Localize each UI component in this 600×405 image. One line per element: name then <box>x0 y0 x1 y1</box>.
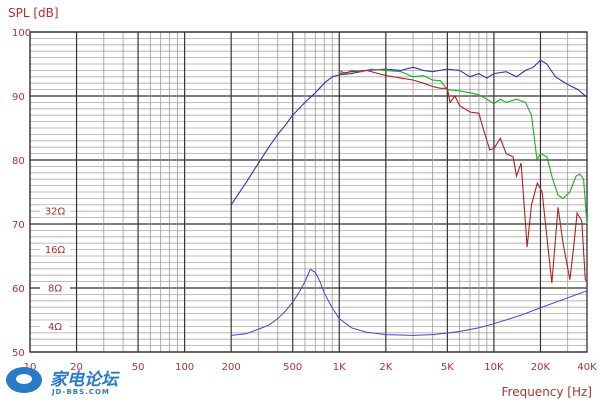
watermark-logo: 家电论坛 JD-BBS.COM <box>6 365 136 405</box>
impedance-tick-label: 4Ω <box>48 322 62 333</box>
x-tick-label: 2K <box>379 362 392 373</box>
spl-series-2 <box>339 68 588 225</box>
impedance-tick-label: 8Ω <box>48 284 62 295</box>
impedance-label-bg <box>40 205 70 218</box>
impedance-curve <box>231 268 588 336</box>
y-tick-label: 50 <box>12 348 25 359</box>
spl-series-3 <box>339 69 588 283</box>
x-tick-label: 50 <box>132 362 145 373</box>
x-tick-label: 10K <box>484 362 504 373</box>
y-tick-label: 100 <box>12 28 31 39</box>
impedance-label-bg <box>40 243 70 256</box>
logo-site: JD-BBS.COM <box>52 388 110 396</box>
x-tick-label: 1K <box>333 362 346 373</box>
x-tick-label: 500 <box>283 362 302 373</box>
impedance-label-bg <box>40 282 70 294</box>
y-tick-label: 60 <box>12 284 25 295</box>
impedance-tick-label: 32Ω <box>45 207 66 218</box>
logo-name: 家电论坛 <box>50 370 118 390</box>
y-tick-label: 70 <box>12 220 25 231</box>
x-tick-label: 20K <box>531 362 551 373</box>
y-tick-label: 90 <box>12 92 25 103</box>
y-tick-label: 80 <box>12 156 25 167</box>
grid <box>29 31 588 353</box>
x-tick-label: 100 <box>175 362 194 373</box>
x-tick-label: 20 <box>70 362 83 373</box>
logo-icon <box>6 367 42 393</box>
x-tick-label: 40K <box>577 362 597 373</box>
impedance-label-bg <box>40 320 70 333</box>
curves <box>230 59 588 336</box>
impedance-tick-label: 16Ω <box>45 245 66 256</box>
x-tick-label: 5K <box>441 362 454 373</box>
tick-labels: 1020501002005001K2K5K10K20K40K1009080706… <box>12 28 597 373</box>
x-axis-label: Frequency [Hz] <box>502 385 593 399</box>
x-tick-label: 200 <box>222 362 241 373</box>
spl-series-1 <box>230 59 588 206</box>
y-axis-label: SPL [dB] <box>8 6 59 20</box>
plot-frame <box>29 31 588 353</box>
